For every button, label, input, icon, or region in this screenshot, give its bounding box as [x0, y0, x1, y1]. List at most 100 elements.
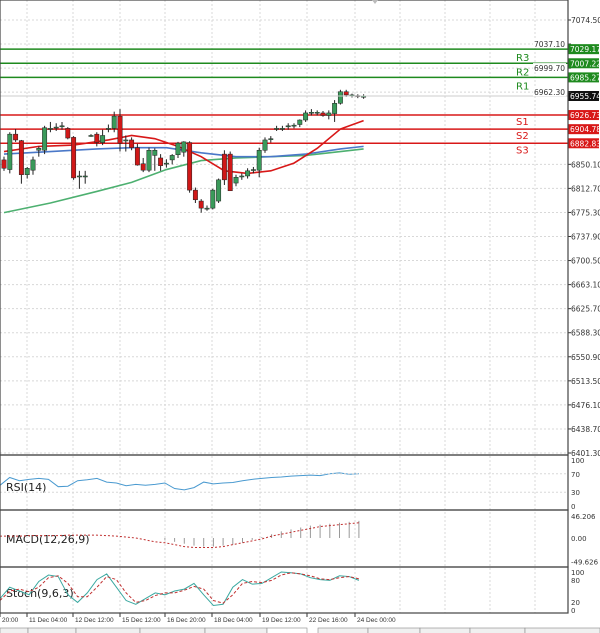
price-tick-label: 6737.90	[571, 233, 600, 242]
chart-tab[interactable]	[367, 627, 421, 633]
price-tick-label: 6663.10	[571, 281, 600, 290]
candle-body	[285, 125, 291, 128]
candle-body	[250, 169, 256, 171]
level-price-box	[568, 124, 599, 135]
price-tick-label: 6999.70	[534, 64, 565, 73]
candle-body	[326, 112, 332, 116]
candle-body	[175, 142, 181, 155]
price-tick-label: 6401.30	[571, 449, 600, 458]
candle-body	[245, 170, 251, 177]
candle-body	[146, 149, 152, 171]
price-tick-label: 6850.10	[571, 160, 600, 169]
candle-body	[198, 200, 204, 209]
macd-tick-label: 46.206	[571, 513, 596, 521]
price-tick-label-backing	[533, 87, 566, 97]
bottom-tab-strip[interactable]	[0, 627, 600, 633]
ma-mid-line	[3, 145, 364, 158]
level-price-label: 7029.17	[570, 45, 600, 54]
shift-marker-icon	[372, 0, 378, 4]
level-price-box	[568, 58, 599, 69]
level-price-box	[568, 110, 599, 121]
candle-body	[320, 112, 326, 116]
grid	[0, 0, 568, 613]
macd-signal-line	[0, 522, 359, 549]
level-price-label: 6985.27	[570, 73, 600, 82]
candle-body	[1, 159, 7, 169]
candle-body	[94, 133, 100, 143]
level-price-box	[568, 138, 599, 149]
candle-body	[42, 127, 48, 151]
current-price-box	[568, 91, 599, 101]
chart-tab[interactable]	[27, 627, 77, 633]
candle-body	[7, 133, 13, 170]
ma-slow-line	[3, 148, 364, 214]
price-tick-label: 6962.30	[534, 88, 565, 97]
candle-body	[239, 175, 245, 178]
rsi-tick-label: 0	[571, 503, 575, 511]
candle-body	[88, 135, 94, 137]
rsi-tick-label: 100	[571, 457, 584, 465]
price-tick-label: 6700.50	[571, 257, 600, 266]
candle-body	[140, 163, 146, 171]
candle-body	[76, 175, 82, 178]
level-name-label: R1	[516, 81, 529, 92]
stoch-signal-line	[0, 572, 360, 604]
candle-body	[343, 91, 349, 96]
candle-body	[303, 112, 309, 121]
candle-body	[117, 115, 123, 144]
candle-body	[337, 91, 343, 104]
candle-body	[163, 162, 169, 165]
chart-tab[interactable]	[204, 627, 268, 633]
time-tick-label: 22 Dec 16:00	[309, 617, 348, 624]
time-tick-label: 19 Dec 12:00	[262, 617, 301, 624]
level-name-label: R2	[516, 67, 529, 78]
candle-body	[256, 149, 262, 171]
chart-tab[interactable]	[75, 627, 141, 633]
chart-tab[interactable]	[469, 627, 526, 633]
time-tick-label: 16 Dec 20:00	[167, 617, 206, 624]
chart-tab[interactable]	[317, 627, 369, 633]
price-tick-label: 7074.50	[571, 16, 600, 25]
chart-tab[interactable]	[419, 627, 471, 633]
candle-body	[274, 128, 280, 130]
macd-tick-label: 0.00	[571, 535, 587, 543]
candle-body	[100, 135, 106, 143]
panel-frame	[0, 566, 569, 614]
candle-body	[187, 142, 193, 191]
pivot-levels: R3 R2 R1 S1 S2 S3	[0, 48, 568, 156]
current-price-marker: 6955.74	[0, 91, 600, 101]
chart-tab[interactable]	[0, 627, 29, 633]
candle-body	[233, 177, 239, 184]
candle-body	[308, 112, 314, 114]
chart-tab[interactable]	[139, 627, 206, 633]
macd-tick-label: -49.626	[571, 559, 599, 567]
time-tick-label: 18 Dec 04:00	[214, 617, 253, 624]
level-name-label: S2	[516, 131, 529, 142]
stoch-label: Stoch(9,6,3)	[6, 587, 74, 600]
candle-body	[210, 189, 216, 209]
chart-tab[interactable]	[524, 627, 600, 633]
stoch-tick-label: 100	[571, 569, 584, 577]
candlestick-series	[1, 89, 367, 213]
price-tick-label: 7037.10	[534, 40, 565, 49]
candle-body	[18, 140, 24, 175]
time-tick-label: 11 Dec 04:00	[29, 617, 68, 624]
candle-body	[158, 157, 164, 166]
candle-body	[268, 138, 274, 140]
candle-body	[36, 148, 42, 151]
candle-body	[181, 141, 187, 153]
price-tick-label-backing	[533, 39, 566, 49]
stoch-tick-label: 80	[571, 577, 580, 585]
candle-body	[332, 103, 338, 114]
level-price-label: 6882.83	[570, 139, 600, 148]
time-tick-label: 15 Dec 12:00	[122, 617, 161, 624]
time-tick-label: 24 Dec 00:00	[357, 617, 396, 624]
macd-panel: MACD(12,26,9) 46.206 0.00 -49.626	[0, 513, 599, 567]
candle-body	[204, 207, 210, 210]
time-tick-label: 12 Dec 12:00	[75, 617, 114, 624]
chart-tab[interactable]	[266, 627, 308, 633]
rsi-label: RSI(14)	[6, 481, 46, 494]
candle-body	[279, 128, 285, 130]
candle-body	[53, 126, 59, 129]
